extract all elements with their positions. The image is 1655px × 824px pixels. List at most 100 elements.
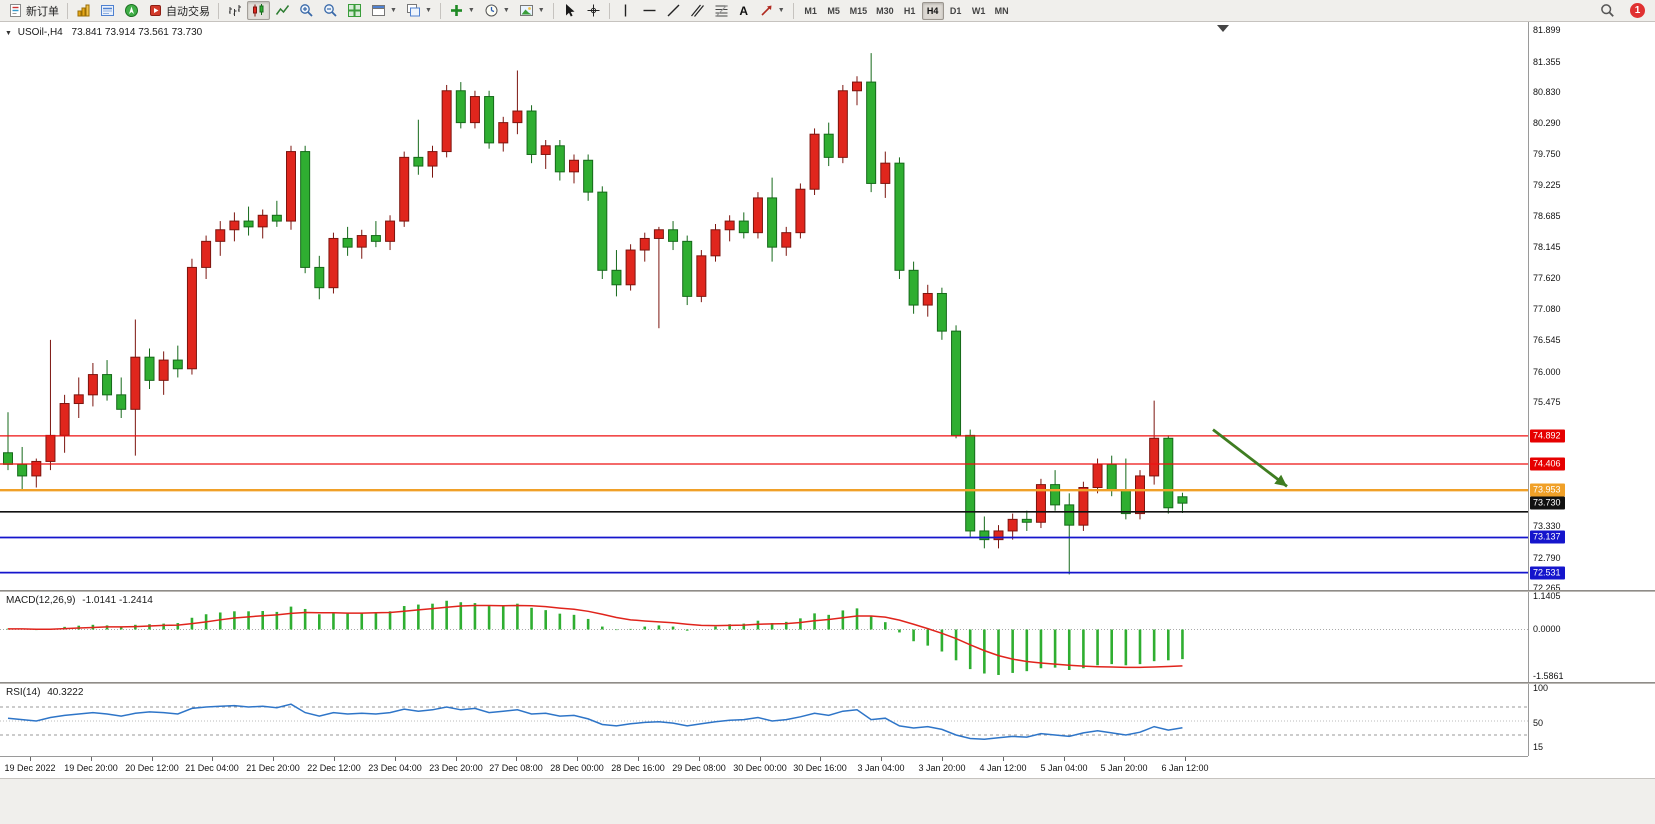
candle	[922, 284, 933, 317]
price-axis[interactable]: 81.899 81.355 80.830 80.290 79.750 79.225 78.6…	[1528, 22, 1655, 756]
tab-timeframe-W1[interactable]: W1	[968, 2, 990, 20]
search-button[interactable]	[1596, 1, 1619, 20]
navigator-button[interactable]	[120, 1, 143, 20]
auto-trading-icon	[150, 5, 161, 16]
candle	[300, 145, 311, 274]
indicators-button[interactable]: ▼	[445, 1, 479, 20]
channel-button[interactable]	[686, 1, 709, 20]
macd-signal-line	[8, 604, 1183, 669]
candle	[399, 151, 410, 227]
collapse-triangle-icon[interactable]: ▼	[5, 30, 12, 37]
chart-shift-marker[interactable]	[1217, 25, 1229, 32]
time-axis-label: 6 Jan 12:00	[1161, 763, 1209, 773]
equidistant-channel-icon	[690, 4, 704, 17]
candle	[186, 258, 197, 375]
timeframe-toolbar: M1 M5 M15 M30 H1 H4 D1 W1 MN	[800, 1, 1013, 20]
tab-timeframe-M5[interactable]: M5	[823, 2, 845, 20]
crosshair-button[interactable]	[582, 1, 605, 20]
auto-trading-label: 自动交易	[166, 5, 210, 18]
periods-button[interactable]: ▼	[480, 1, 514, 20]
zoom-in-button[interactable]	[295, 1, 318, 20]
time-axis-tick	[1003, 757, 1004, 761]
price-tag: 74.892	[1530, 429, 1565, 443]
arrange-charts-button[interactable]: ▼	[402, 1, 436, 20]
horizontal-line-button[interactable]	[638, 1, 661, 20]
candle	[286, 145, 296, 230]
candle	[45, 339, 56, 471]
toolbar-separator	[218, 2, 219, 19]
fibonacci-button[interactable]	[710, 1, 733, 20]
candle	[965, 429, 976, 537]
templates-button[interactable]: ▼	[515, 1, 549, 20]
zoom-out-button[interactable]	[319, 1, 342, 20]
price-chart-panel[interactable]	[0, 22, 1528, 590]
new-order-button[interactable]: 新订单	[4, 1, 63, 20]
toolbar-separator	[67, 2, 68, 19]
rsi-value: 40.3222	[47, 687, 84, 698]
candle	[427, 145, 438, 178]
tab-timeframe-H1[interactable]: H1	[899, 2, 921, 20]
trendline-button[interactable]	[662, 1, 685, 20]
vertical-line-button[interactable]	[614, 1, 637, 20]
tab-timeframe-D1[interactable]: D1	[945, 2, 967, 20]
zoom-in-icon	[300, 4, 313, 17]
panel-separator[interactable]	[0, 682, 1655, 684]
price-axis-label: 80.290	[1533, 118, 1561, 129]
candle	[158, 351, 169, 395]
candle	[936, 287, 947, 340]
notification-badge[interactable]: 1	[1630, 3, 1645, 18]
candle	[752, 192, 763, 239]
time-axis-tick	[638, 757, 639, 761]
data-window-button[interactable]	[96, 1, 119, 20]
text-button[interactable]: A	[734, 1, 754, 20]
market-watch-button[interactable]	[72, 1, 95, 20]
candle	[611, 250, 622, 297]
time-axis-tick	[881, 757, 882, 761]
tile-windows-button[interactable]	[343, 1, 366, 20]
profiles-button[interactable]: ▼	[367, 1, 401, 20]
line-chart-button[interactable]	[271, 1, 294, 20]
navigator-icon	[125, 4, 138, 17]
candle	[512, 70, 523, 135]
toolbar-separator	[439, 2, 441, 19]
tab-timeframe-M15[interactable]: M15	[846, 2, 872, 20]
candle	[823, 122, 834, 167]
candlestick-chart-button[interactable]	[247, 1, 270, 20]
candle	[469, 90, 480, 129]
cursor-button[interactable]	[558, 1, 581, 20]
price-axis-label: 80.830	[1533, 86, 1561, 97]
time-axis-tick	[456, 757, 457, 761]
tab-timeframe-M30[interactable]: M30	[872, 2, 898, 20]
candle	[172, 345, 183, 378]
rsi-panel[interactable]	[0, 684, 1528, 756]
candle	[1149, 400, 1160, 485]
tab-timeframe-H4[interactable]: H4	[921, 1, 944, 20]
cursor-icon	[565, 4, 575, 17]
panel-separator[interactable]	[0, 590, 1655, 592]
candle	[257, 209, 268, 239]
candle	[441, 84, 452, 158]
template-image-icon	[519, 5, 533, 16]
candle	[201, 235, 212, 279]
time-axis[interactable]: 19 Dec 2022 19 Dec 20:00 20 Dec 12:00 21 De…	[0, 756, 1528, 778]
tile-windows-icon	[348, 4, 361, 17]
bar-chart-icon	[229, 5, 241, 16]
candle	[102, 360, 113, 401]
bar-chart-button[interactable]	[223, 1, 246, 20]
rsi-line	[7, 703, 1183, 740]
chevron-down-icon: ▼	[502, 7, 510, 14]
tab-timeframe-M1[interactable]: M1	[800, 2, 822, 20]
candle	[852, 76, 862, 106]
symbol-period-label: USOil-,H4	[17, 27, 63, 38]
arrows-button[interactable]: ▼	[755, 1, 789, 20]
auto-trading-button[interactable]: 自动交易	[144, 1, 214, 20]
trend-arrow[interactable]	[1212, 428, 1288, 488]
time-axis-tick	[1064, 757, 1065, 761]
chevron-down-icon: ▼	[467, 7, 475, 14]
macd-panel[interactable]	[0, 592, 1528, 682]
tab-timeframe-MN[interactable]: MN	[991, 2, 1013, 20]
price-tag: 73.953	[1530, 483, 1565, 497]
chevron-down-icon: ▼	[390, 7, 397, 14]
candle	[1064, 493, 1075, 575]
candle	[951, 325, 962, 439]
